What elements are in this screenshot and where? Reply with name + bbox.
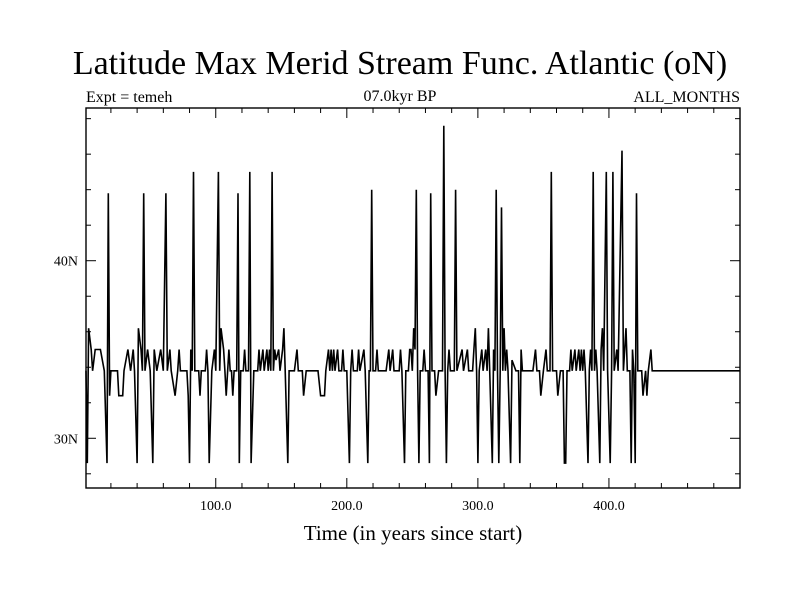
- x-tick-label: 400.0: [593, 499, 625, 514]
- chart-title: Latitude Max Merid Stream Func. Atlantic…: [72, 45, 728, 82]
- tick-labels: 100.0 200.0 300.0 400.0 30N 40N: [54, 255, 625, 514]
- experiment-label: Expt = temeh: [86, 89, 173, 106]
- months-label: ALL_MONTHS: [633, 89, 740, 106]
- plot-frame: [85, 107, 741, 489]
- series-line: [85, 125, 740, 464]
- x-tick-label: 300.0: [462, 499, 494, 514]
- y-tick-label: 30N: [54, 432, 78, 447]
- period-label: 07.0kyr BP: [363, 88, 437, 105]
- y-tick-label: 40N: [54, 255, 78, 270]
- x-tick-label: 200.0: [331, 499, 363, 514]
- x-axis-title: Time (in years since start): [304, 521, 523, 545]
- x-tick-label: 100.0: [200, 499, 232, 514]
- axis-ticks: [86, 108, 740, 488]
